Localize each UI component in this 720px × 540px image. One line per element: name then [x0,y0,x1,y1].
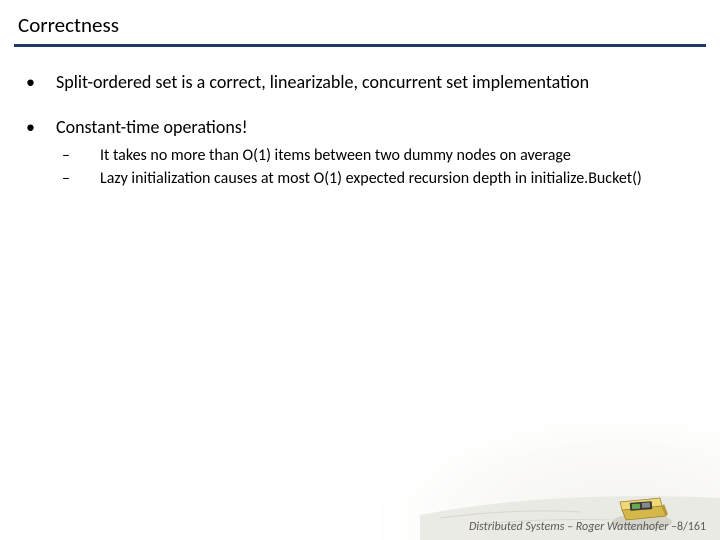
footer-sep: – [564,520,575,534]
sub-bullet-item: – It takes no more than O(1) items betwe… [20,146,700,167]
sub-bullet-marker: – [56,169,100,188]
slide: Correctness • Split-ordered set is a cor… [0,0,720,540]
bullet-item: • Split-ordered set is a correct, linear… [20,71,700,94]
bullet-text: Split-ordered set is a correct, lineariz… [56,71,700,94]
footer-page: –8/161 [668,520,706,534]
bullet-marker: • [20,71,56,93]
sub-bullet-marker: – [56,146,100,165]
sub-bullet-text: Lazy initialization causes at most O(1) … [100,169,700,190]
footer-course: Distributed Systems [469,520,564,534]
bullet-text: Constant-time operations! [56,116,700,139]
background-decoration [380,380,720,540]
content-area: • Split-ordered set is a correct, linear… [0,47,720,190]
footer-author: Roger Wattenhofer [576,520,669,534]
sub-bullet-text: It takes no more than O(1) items between… [100,146,700,167]
bullet-marker: • [20,116,56,138]
footer: Distributed Systems – Roger Wattenhofer … [469,520,706,534]
slide-title: Correctness [0,0,720,44]
sub-bullet-item: – Lazy initialization causes at most O(1… [20,169,700,190]
bullet-item: • Constant-time operations! [20,116,700,139]
